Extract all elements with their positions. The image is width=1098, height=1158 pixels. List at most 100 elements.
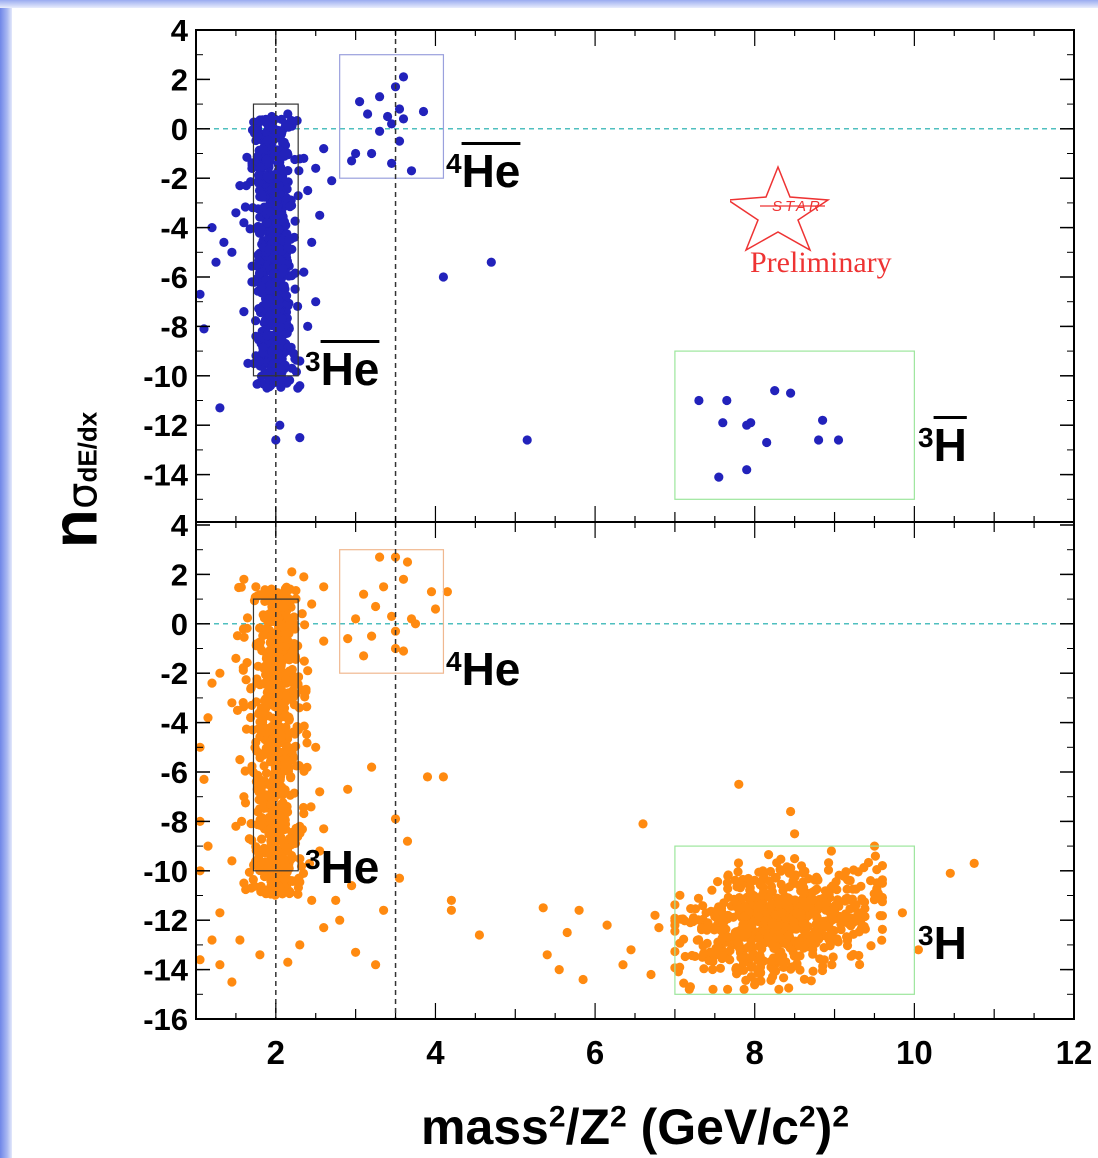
data-point bbox=[746, 888, 756, 898]
data-point bbox=[618, 960, 628, 970]
data-point bbox=[291, 586, 301, 596]
x-axis-label-z: /Z bbox=[565, 1099, 610, 1155]
data-point bbox=[263, 245, 274, 255]
data-point bbox=[792, 908, 802, 918]
data-point bbox=[446, 895, 456, 906]
label-anti-helium-3: 3He bbox=[305, 343, 380, 395]
data-point bbox=[375, 552, 385, 562]
data-point bbox=[292, 722, 302, 732]
data-point bbox=[725, 946, 735, 956]
data-point bbox=[398, 574, 409, 584]
data-point bbox=[256, 281, 266, 292]
selection-box-4He bbox=[339, 549, 445, 674]
data-point bbox=[265, 587, 275, 597]
data-point bbox=[276, 128, 286, 138]
y-tick-label: -6 bbox=[160, 755, 188, 790]
data-point bbox=[680, 951, 690, 962]
data-point bbox=[788, 879, 798, 889]
data-point bbox=[239, 307, 249, 317]
data-point bbox=[299, 656, 309, 666]
data-point bbox=[870, 851, 881, 861]
data-point bbox=[626, 945, 636, 955]
data-point bbox=[708, 964, 718, 975]
y-tick-label: 4 bbox=[171, 508, 189, 543]
data-point bbox=[736, 953, 746, 963]
data-point bbox=[284, 235, 294, 245]
data-point bbox=[247, 700, 257, 711]
data-point bbox=[754, 941, 764, 952]
data-point bbox=[347, 881, 357, 891]
data-point bbox=[284, 712, 294, 722]
data-point bbox=[768, 965, 778, 975]
y-tick-label: -10 bbox=[143, 854, 188, 889]
data-point bbox=[842, 884, 852, 894]
data-point bbox=[725, 955, 735, 965]
data-point bbox=[817, 965, 828, 976]
data-point bbox=[717, 914, 727, 924]
data-point bbox=[832, 934, 842, 944]
data-point bbox=[804, 874, 814, 884]
data-point bbox=[722, 395, 732, 406]
data-point bbox=[774, 984, 784, 995]
data-point bbox=[849, 865, 859, 875]
data-point bbox=[742, 465, 752, 475]
data-point bbox=[787, 962, 798, 972]
data-point bbox=[410, 619, 421, 629]
data-point bbox=[422, 772, 433, 782]
data-point bbox=[256, 189, 267, 199]
data-point bbox=[278, 801, 288, 811]
data-point bbox=[284, 652, 294, 662]
data-point bbox=[707, 885, 717, 895]
data-point bbox=[822, 898, 832, 908]
data-point bbox=[826, 846, 837, 856]
data-point bbox=[739, 912, 749, 922]
data-point bbox=[254, 178, 264, 188]
data-point bbox=[687, 950, 697, 961]
data-point bbox=[211, 257, 221, 267]
data-point bbox=[821, 921, 831, 931]
data-point bbox=[215, 668, 225, 678]
data-point bbox=[574, 905, 584, 915]
data-point bbox=[762, 437, 772, 448]
data-point bbox=[227, 856, 237, 866]
y-tick-label: -8 bbox=[160, 309, 188, 344]
data-point bbox=[238, 698, 248, 708]
data-point bbox=[267, 721, 277, 731]
data-point bbox=[319, 923, 329, 933]
data-point bbox=[282, 184, 292, 194]
data-point bbox=[723, 884, 733, 894]
data-point bbox=[790, 829, 800, 839]
data-point bbox=[755, 950, 765, 960]
data-point bbox=[331, 895, 341, 906]
data-point bbox=[418, 106, 429, 117]
data-point bbox=[240, 766, 250, 776]
data-point bbox=[285, 202, 295, 212]
data-point bbox=[733, 938, 743, 948]
data-point bbox=[296, 861, 307, 872]
data-point bbox=[815, 954, 825, 964]
data-point bbox=[294, 166, 304, 176]
data-point bbox=[231, 208, 241, 218]
selection-box-4He-bar bbox=[339, 54, 445, 179]
data-point bbox=[877, 924, 888, 935]
data-point bbox=[773, 899, 783, 909]
data-point bbox=[264, 812, 274, 822]
data-point bbox=[295, 381, 305, 391]
data-point bbox=[207, 223, 217, 233]
data-point bbox=[315, 787, 325, 797]
data-point bbox=[311, 297, 321, 307]
data-point bbox=[292, 679, 302, 689]
data-point bbox=[235, 935, 245, 945]
data-point bbox=[755, 880, 765, 890]
data-point bbox=[227, 977, 237, 987]
data-point bbox=[710, 911, 720, 922]
data-point bbox=[300, 620, 310, 630]
data-point bbox=[259, 761, 269, 771]
label-helium-3: 3He bbox=[305, 841, 380, 893]
data-point bbox=[279, 217, 289, 227]
label-triton: 3H bbox=[918, 917, 967, 969]
data-point bbox=[295, 356, 305, 366]
data-point bbox=[849, 917, 859, 927]
data-point bbox=[800, 929, 810, 939]
y-tick-label: -4 bbox=[160, 706, 188, 741]
